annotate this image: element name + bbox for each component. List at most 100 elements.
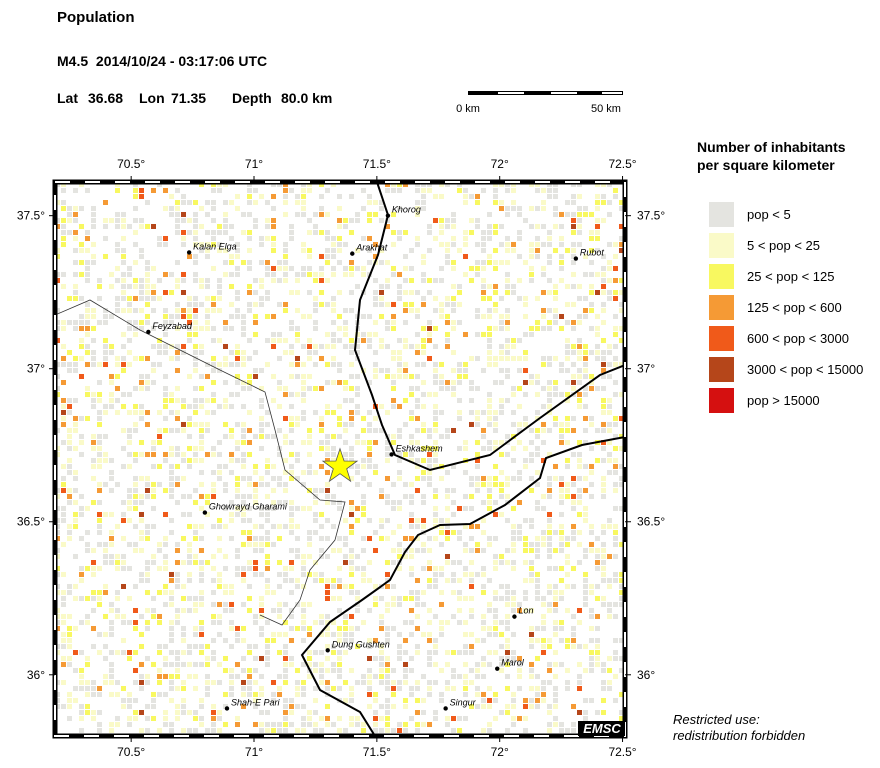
population-cell — [235, 440, 240, 445]
population-cell — [415, 590, 420, 595]
population-cell — [127, 518, 132, 523]
population-cell — [391, 728, 396, 733]
population-cell — [403, 362, 408, 367]
population-cell — [265, 530, 270, 535]
population-cell — [571, 476, 576, 481]
population-cell — [349, 614, 354, 619]
population-cell — [151, 440, 156, 445]
population-cell — [169, 638, 174, 643]
population-cell — [589, 662, 594, 667]
population-cell — [103, 590, 108, 595]
population-cell — [259, 536, 264, 541]
population-cell — [115, 482, 120, 487]
population-cell — [385, 536, 390, 541]
population-cell — [547, 638, 552, 643]
population-cell — [421, 278, 426, 283]
population-cell — [121, 464, 126, 469]
population-cell — [595, 656, 600, 661]
population-cell — [109, 560, 114, 565]
population-cell — [331, 584, 336, 589]
population-cell — [619, 464, 624, 469]
population-cell — [355, 374, 360, 379]
population-cell — [427, 332, 432, 337]
population-cell — [367, 212, 372, 217]
population-cell — [613, 650, 618, 655]
population-cell — [607, 200, 612, 205]
population-cell — [397, 290, 402, 295]
population-cell — [535, 242, 540, 247]
population-cell — [373, 710, 378, 715]
population-cell — [361, 728, 366, 733]
population-cell — [169, 626, 174, 631]
population-cell — [559, 434, 564, 439]
population-cell — [301, 602, 306, 607]
population-cell — [505, 188, 510, 193]
population-cell — [301, 722, 306, 727]
population-cell — [595, 710, 600, 715]
population-cell — [595, 344, 600, 349]
population-cell — [277, 278, 282, 283]
population-cell — [139, 308, 144, 313]
population-cell — [601, 668, 606, 673]
population-cell — [607, 212, 612, 217]
population-cell — [547, 710, 552, 715]
population-cell — [91, 548, 96, 553]
population-cell — [565, 248, 570, 253]
population-cell — [85, 692, 90, 697]
population-cell — [547, 590, 552, 595]
population-cell — [79, 704, 84, 709]
population-cell — [541, 620, 546, 625]
population-cell — [529, 374, 534, 379]
population-cell — [403, 698, 408, 703]
population-cell — [139, 386, 144, 391]
population-cell — [109, 632, 114, 637]
population-cell — [481, 476, 486, 481]
population-cell — [547, 428, 552, 433]
population-cell — [433, 536, 438, 541]
population-cell — [577, 440, 582, 445]
population-cell — [199, 386, 204, 391]
city-label: Singur — [450, 697, 477, 707]
population-cell — [307, 452, 312, 457]
population-cell — [337, 728, 342, 733]
population-cell — [103, 434, 108, 439]
population-cell — [523, 698, 528, 703]
population-cell — [367, 578, 372, 583]
population-cell — [217, 224, 222, 229]
population-cell — [451, 224, 456, 229]
population-cell — [139, 578, 144, 583]
population-cell — [385, 410, 390, 415]
population-cell — [121, 362, 126, 367]
population-cell — [85, 308, 90, 313]
population-cell — [301, 386, 306, 391]
population-cell — [307, 626, 312, 631]
population-cell — [271, 632, 276, 637]
population-cell — [211, 326, 216, 331]
population-cell — [103, 452, 108, 457]
population-cell — [169, 680, 174, 685]
population-cell — [553, 314, 558, 319]
population-cell — [577, 350, 582, 355]
population-cell — [301, 188, 306, 193]
population-cell — [445, 686, 450, 691]
population-cell — [415, 602, 420, 607]
population-cell — [373, 212, 378, 217]
population-cell — [301, 344, 306, 349]
population-cell — [211, 368, 216, 373]
population-cell — [211, 524, 216, 529]
population-cell — [229, 404, 234, 409]
population-cell — [319, 728, 324, 733]
population-cell — [409, 692, 414, 697]
population-cell — [193, 308, 198, 313]
population-cell — [325, 434, 330, 439]
population-cell — [547, 518, 552, 523]
population-cell — [307, 254, 312, 259]
population-cell — [139, 662, 144, 667]
population-cell — [127, 464, 132, 469]
population-cell — [415, 242, 420, 247]
population-cell — [169, 470, 174, 475]
population-cell — [529, 566, 534, 571]
population-cell — [391, 626, 396, 631]
population-cell — [295, 704, 300, 709]
population-cell — [421, 476, 426, 481]
